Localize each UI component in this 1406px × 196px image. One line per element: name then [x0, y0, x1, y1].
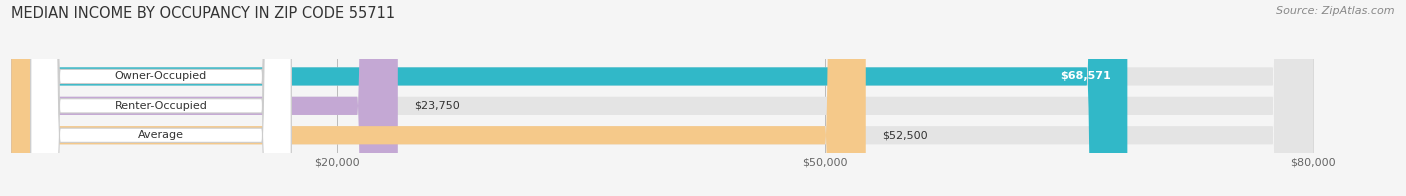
FancyBboxPatch shape: [11, 0, 1313, 196]
FancyBboxPatch shape: [11, 0, 398, 196]
FancyBboxPatch shape: [31, 0, 291, 196]
Text: Owner-Occupied: Owner-Occupied: [115, 71, 207, 82]
Text: $68,571: $68,571: [1060, 71, 1111, 82]
Text: $23,750: $23,750: [415, 101, 460, 111]
Text: $52,500: $52,500: [882, 130, 928, 140]
FancyBboxPatch shape: [31, 0, 291, 196]
Text: Source: ZipAtlas.com: Source: ZipAtlas.com: [1277, 6, 1395, 16]
FancyBboxPatch shape: [11, 0, 1313, 196]
FancyBboxPatch shape: [11, 0, 1128, 196]
FancyBboxPatch shape: [11, 0, 866, 196]
Text: Average: Average: [138, 130, 184, 140]
FancyBboxPatch shape: [31, 0, 291, 196]
Text: MEDIAN INCOME BY OCCUPANCY IN ZIP CODE 55711: MEDIAN INCOME BY OCCUPANCY IN ZIP CODE 5…: [11, 6, 395, 21]
Text: Renter-Occupied: Renter-Occupied: [114, 101, 208, 111]
FancyBboxPatch shape: [11, 0, 1313, 196]
